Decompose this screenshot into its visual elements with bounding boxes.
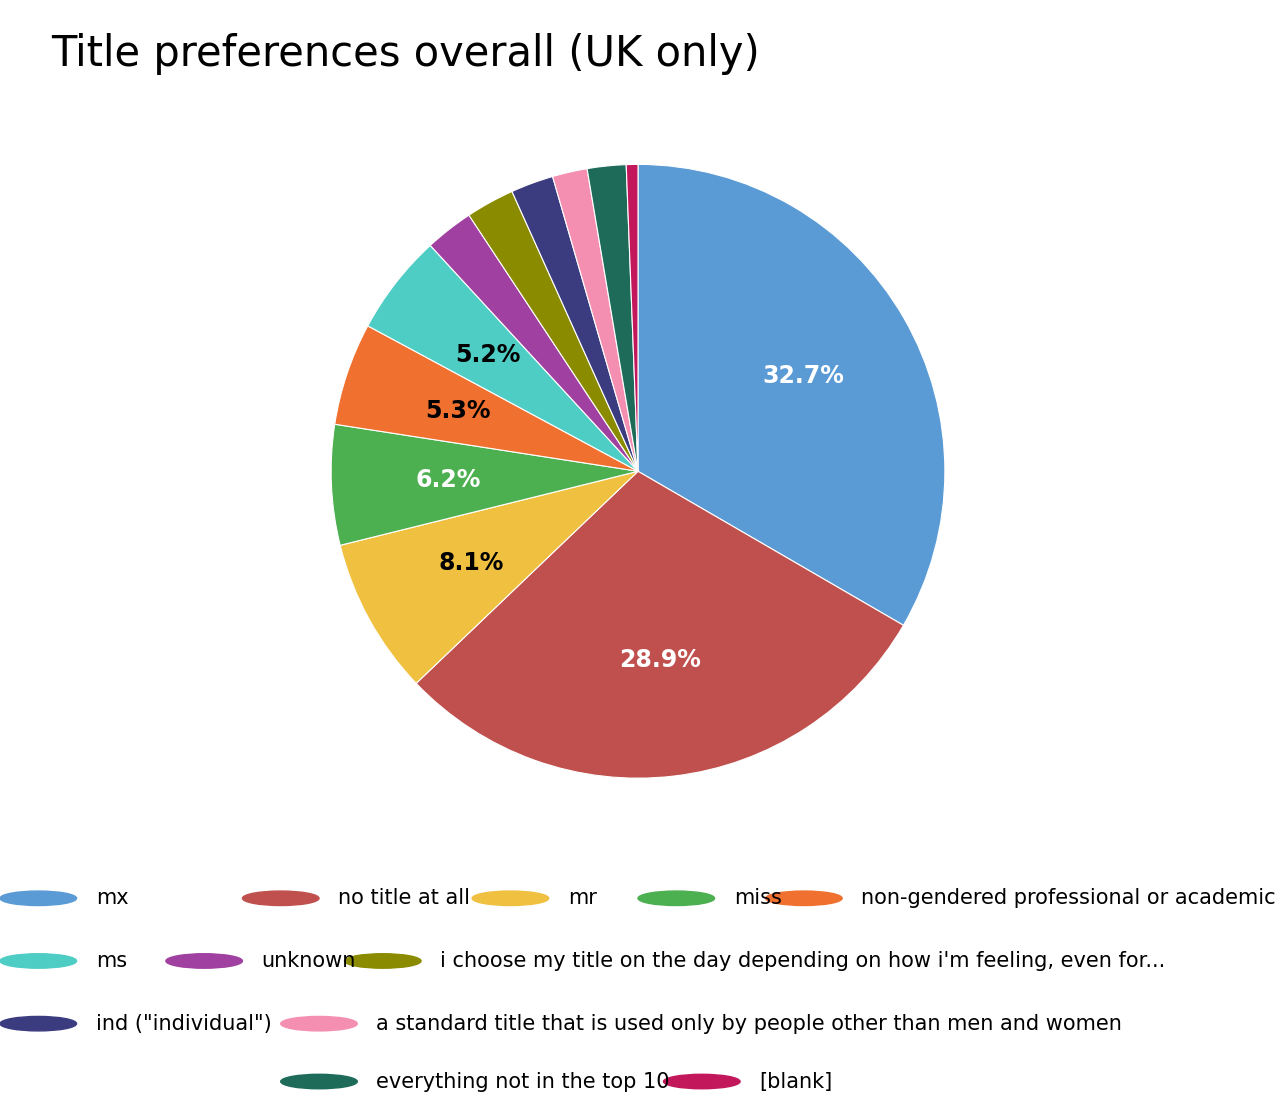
Text: Title preferences overall (UK only): Title preferences overall (UK only) [51,33,759,75]
Text: [blank]: [blank] [759,1072,832,1092]
Circle shape [766,891,842,905]
Text: ind ("individual"): ind ("individual") [96,1014,272,1034]
Circle shape [281,1074,357,1088]
Text: 6.2%: 6.2% [415,468,481,492]
Text: 5.2%: 5.2% [456,343,521,366]
Circle shape [166,954,242,968]
Circle shape [472,891,549,905]
Text: no title at all: no title at all [338,888,470,909]
Circle shape [0,954,77,968]
Wedge shape [430,215,638,471]
Wedge shape [330,424,638,546]
Wedge shape [334,326,638,471]
Wedge shape [341,471,638,683]
Text: non-gendered professional or academic title...: non-gendered professional or academic ti… [861,888,1276,909]
Text: unknown: unknown [262,951,356,971]
Wedge shape [627,164,638,471]
Text: miss: miss [734,888,782,909]
Wedge shape [587,164,638,471]
Wedge shape [553,169,638,471]
Text: 5.3%: 5.3% [425,399,490,423]
Wedge shape [416,471,903,778]
Text: i choose my title on the day depending on how i'm feeling, even for...: i choose my title on the day depending o… [440,951,1165,971]
Circle shape [0,1016,77,1031]
Wedge shape [512,176,638,471]
Wedge shape [638,164,946,626]
Circle shape [345,954,421,968]
Circle shape [242,891,319,905]
Circle shape [638,891,715,905]
Text: a standard title that is used only by people other than men and women: a standard title that is used only by pe… [376,1014,1123,1034]
Text: 28.9%: 28.9% [620,648,702,672]
Circle shape [0,891,77,905]
Wedge shape [470,192,638,471]
Circle shape [281,1016,357,1031]
Text: ms: ms [96,951,126,971]
Text: mx: mx [96,888,129,909]
Circle shape [664,1074,740,1088]
Text: 32.7%: 32.7% [762,364,843,388]
Text: mr: mr [568,888,597,909]
Text: 8.1%: 8.1% [439,551,504,575]
Text: everything not in the top 10: everything not in the top 10 [376,1072,670,1092]
Wedge shape [367,246,638,471]
